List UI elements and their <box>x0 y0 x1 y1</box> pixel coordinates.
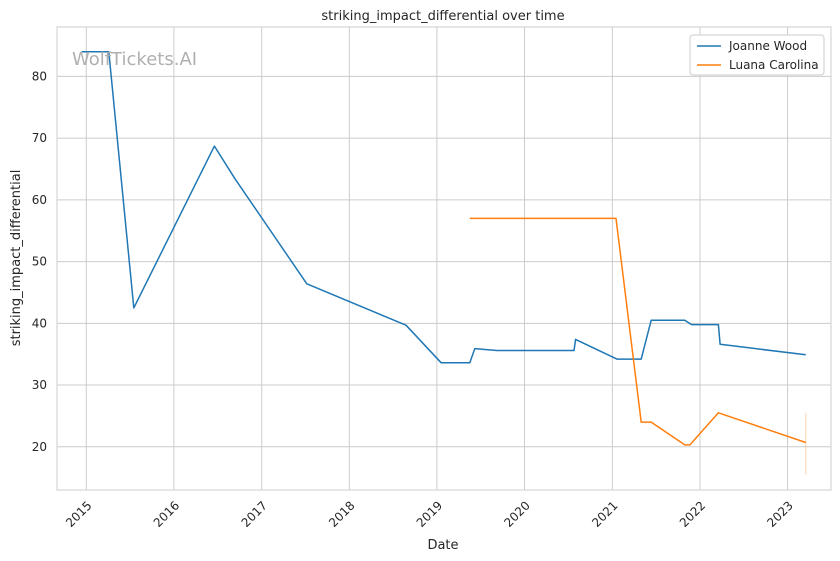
x-axis-label: Date <box>427 538 458 553</box>
y-tick-label: 60 <box>32 193 47 207</box>
y-tick-label: 20 <box>32 440 47 454</box>
x-tick-label: 2016 <box>151 498 182 529</box>
watermark: WolfTickets.AI <box>72 49 197 70</box>
x-tick-label: 2018 <box>326 498 357 529</box>
y-tick-label: 70 <box>32 131 47 145</box>
legend-box <box>689 34 825 76</box>
y-tick-label: 80 <box>32 69 47 83</box>
x-tick-label: 2015 <box>63 498 94 529</box>
series-line-0 <box>81 50 806 364</box>
y-tick-label: 50 <box>32 255 47 269</box>
legend-label: Luana Carolina <box>729 58 819 72</box>
grid <box>57 27 831 490</box>
y-tick-label: 40 <box>32 316 47 330</box>
chart-title: striking_impact_differential over time <box>321 9 564 24</box>
y-tick-label: 30 <box>32 378 47 392</box>
x-tick-label: 2023 <box>764 498 795 529</box>
legend-label: Joanne Wood <box>728 39 807 53</box>
x-tick-label: 2017 <box>239 498 270 529</box>
y-axis-label: striking_impact_differential <box>9 170 24 347</box>
plot-area <box>56 26 832 491</box>
series-line-1 <box>469 217 807 446</box>
x-tick-label: 2022 <box>677 498 708 529</box>
legend: Joanne Wood Luana Carolina <box>689 34 825 76</box>
x-tick-label: 2020 <box>501 498 532 529</box>
x-tick-label: 2021 <box>589 498 620 529</box>
x-tick-label: 2019 <box>414 498 445 529</box>
series-layer <box>81 50 807 475</box>
